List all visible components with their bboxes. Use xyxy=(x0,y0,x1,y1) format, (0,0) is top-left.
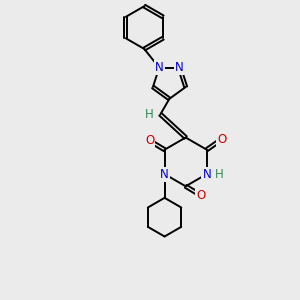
Text: O: O xyxy=(217,133,226,146)
Text: N: N xyxy=(175,61,184,74)
Text: O: O xyxy=(145,134,154,147)
Text: H: H xyxy=(145,108,154,121)
Text: N: N xyxy=(202,168,211,181)
Text: N: N xyxy=(155,61,164,74)
Text: H: H xyxy=(215,168,224,181)
Text: N: N xyxy=(160,168,169,181)
Text: O: O xyxy=(196,189,205,202)
